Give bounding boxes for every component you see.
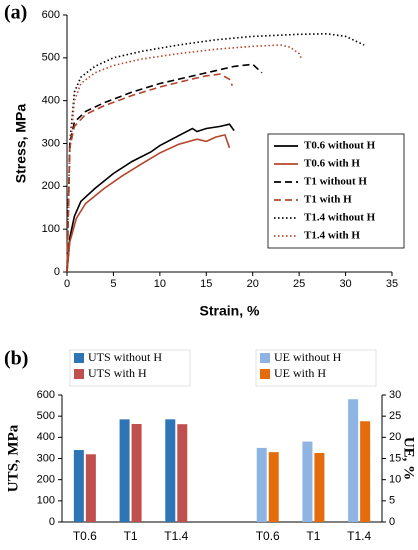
bar bbox=[177, 424, 188, 522]
legend-label: T1 with H bbox=[304, 194, 352, 206]
bar bbox=[73, 450, 84, 522]
legend-label: T0.6 without H bbox=[304, 140, 376, 152]
y-tick-label: 0 bbox=[49, 516, 55, 528]
y-tick-label: 30 bbox=[389, 389, 401, 401]
x-axis-title: Strain, % bbox=[200, 303, 260, 319]
x-tick-label: 0 bbox=[64, 278, 70, 290]
legend-swatch bbox=[260, 369, 270, 379]
legend-swatch bbox=[74, 369, 84, 379]
y-tick-label: 500 bbox=[42, 52, 60, 64]
y-tick-label: 20 bbox=[389, 431, 401, 443]
x-tick-label: T1 bbox=[306, 529, 320, 543]
x-tick-label: 20 bbox=[247, 278, 259, 290]
y-tick-label: 300 bbox=[37, 452, 55, 464]
legend-box bbox=[255, 349, 377, 387]
bar bbox=[165, 419, 176, 522]
panel-label: (b) bbox=[4, 348, 28, 370]
y-tick-label: 400 bbox=[42, 95, 60, 107]
curve bbox=[66, 63, 263, 273]
y-tick-label: 5 bbox=[389, 495, 395, 507]
curve bbox=[66, 73, 234, 273]
y-tick-label: 600 bbox=[42, 9, 60, 21]
x-tick-label: 5 bbox=[110, 278, 116, 290]
y-tick-label: 600 bbox=[37, 389, 55, 401]
curve bbox=[66, 44, 302, 273]
curve bbox=[66, 32, 365, 273]
y-tick-label: 200 bbox=[37, 474, 55, 486]
legend-label: UE with H bbox=[274, 366, 326, 380]
bar bbox=[360, 421, 371, 522]
x-tick-label: T0.6 bbox=[73, 529, 97, 543]
curve bbox=[66, 123, 235, 273]
legend-box bbox=[69, 349, 191, 387]
y-axis-title: Stress, MPa bbox=[13, 104, 29, 184]
legend-swatch bbox=[74, 353, 84, 363]
legend-label: UTS with H bbox=[88, 366, 147, 380]
x-tick-label: T0.6 bbox=[256, 529, 280, 543]
x-tick-label: T1.4 bbox=[347, 529, 371, 543]
x-tick-label: 30 bbox=[339, 278, 351, 290]
bar bbox=[348, 399, 359, 522]
bar bbox=[268, 452, 279, 522]
x-tick-label: 10 bbox=[154, 278, 166, 290]
legend-box bbox=[267, 133, 405, 249]
x-tick-label: 25 bbox=[293, 278, 305, 290]
legend-label: T1.4 with H bbox=[304, 230, 360, 242]
bar bbox=[256, 447, 267, 522]
y-tick-label: 100 bbox=[37, 495, 55, 507]
legend-label: UE without H bbox=[274, 350, 342, 364]
x-tick-label: T1 bbox=[124, 529, 138, 543]
x-tick-label: 15 bbox=[200, 278, 212, 290]
x-tick-label: T1.4 bbox=[164, 529, 188, 543]
y-tick-label: 300 bbox=[42, 137, 60, 149]
y-tick-label: 10 bbox=[389, 474, 401, 486]
legend-label: T0.6 with H bbox=[304, 158, 360, 170]
legend-label: T1 without H bbox=[304, 176, 367, 188]
y-tick-label: 100 bbox=[42, 223, 60, 235]
x-tick-label: 35 bbox=[386, 278, 398, 290]
y-tick-label: 500 bbox=[37, 410, 55, 422]
panel-label: (a) bbox=[4, 2, 27, 24]
legend-label: T1.4 without H bbox=[304, 212, 376, 224]
y-tick-label: 25 bbox=[389, 410, 401, 422]
bar bbox=[302, 441, 313, 522]
bar bbox=[314, 452, 325, 522]
bar bbox=[85, 454, 96, 522]
y-axis-title: UTS, MPa bbox=[5, 424, 21, 492]
y-tick-label: 200 bbox=[42, 180, 60, 192]
y2-axis-title: UE, % bbox=[401, 437, 417, 480]
y-tick-label: 15 bbox=[389, 452, 401, 464]
y-tick-label: 400 bbox=[37, 431, 55, 443]
bar bbox=[119, 419, 130, 522]
bar bbox=[131, 423, 142, 522]
legend-swatch bbox=[260, 353, 270, 363]
y-tick-label: 0 bbox=[54, 266, 60, 278]
y-tick-label: 0 bbox=[389, 516, 395, 528]
legend-label: UTS without H bbox=[88, 350, 162, 364]
curve bbox=[66, 133, 231, 273]
